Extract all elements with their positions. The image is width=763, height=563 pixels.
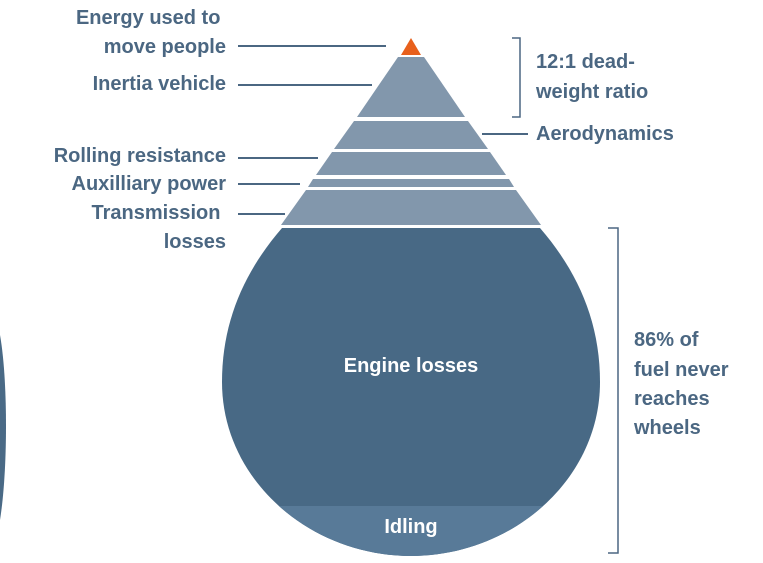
engine-drop [222, 228, 600, 556]
rolling-segment [316, 152, 506, 175]
bracket [512, 37, 521, 118]
auxiliary-segment [308, 179, 514, 187]
label-line: fuel never [634, 359, 729, 381]
label: Energy used to move people [76, 7, 226, 58]
inertia-segment [357, 57, 465, 117]
label-line: losses [164, 231, 226, 253]
label: Rolling resistance [54, 145, 226, 167]
label: Engine losses [344, 355, 479, 377]
label: Inertia vehicle [93, 73, 226, 95]
bracket [608, 227, 619, 554]
label: Auxilliary power [72, 173, 227, 195]
label-line: 12:1 dead- [536, 51, 635, 73]
label-line: Transmission [92, 202, 221, 224]
transmission-segment [281, 190, 541, 225]
label: Idling [384, 516, 437, 538]
label-line: weight ratio [535, 81, 648, 103]
label-line: move people [104, 36, 226, 58]
label: 12:1 dead- weight ratio [535, 51, 648, 103]
people-segment [401, 38, 421, 55]
label: 86% of fuel never reaches wheels [633, 329, 734, 439]
label: Transmission losses [92, 202, 227, 253]
edge-shape [0, 335, 6, 520]
aerodynamics-segment [334, 121, 488, 149]
label-line: Energy used to [76, 7, 220, 29]
label: Aerodynamics [536, 123, 674, 145]
label-line: wheels [633, 417, 701, 439]
label-line: 86% of [634, 329, 699, 351]
label-line: reaches [634, 388, 710, 410]
